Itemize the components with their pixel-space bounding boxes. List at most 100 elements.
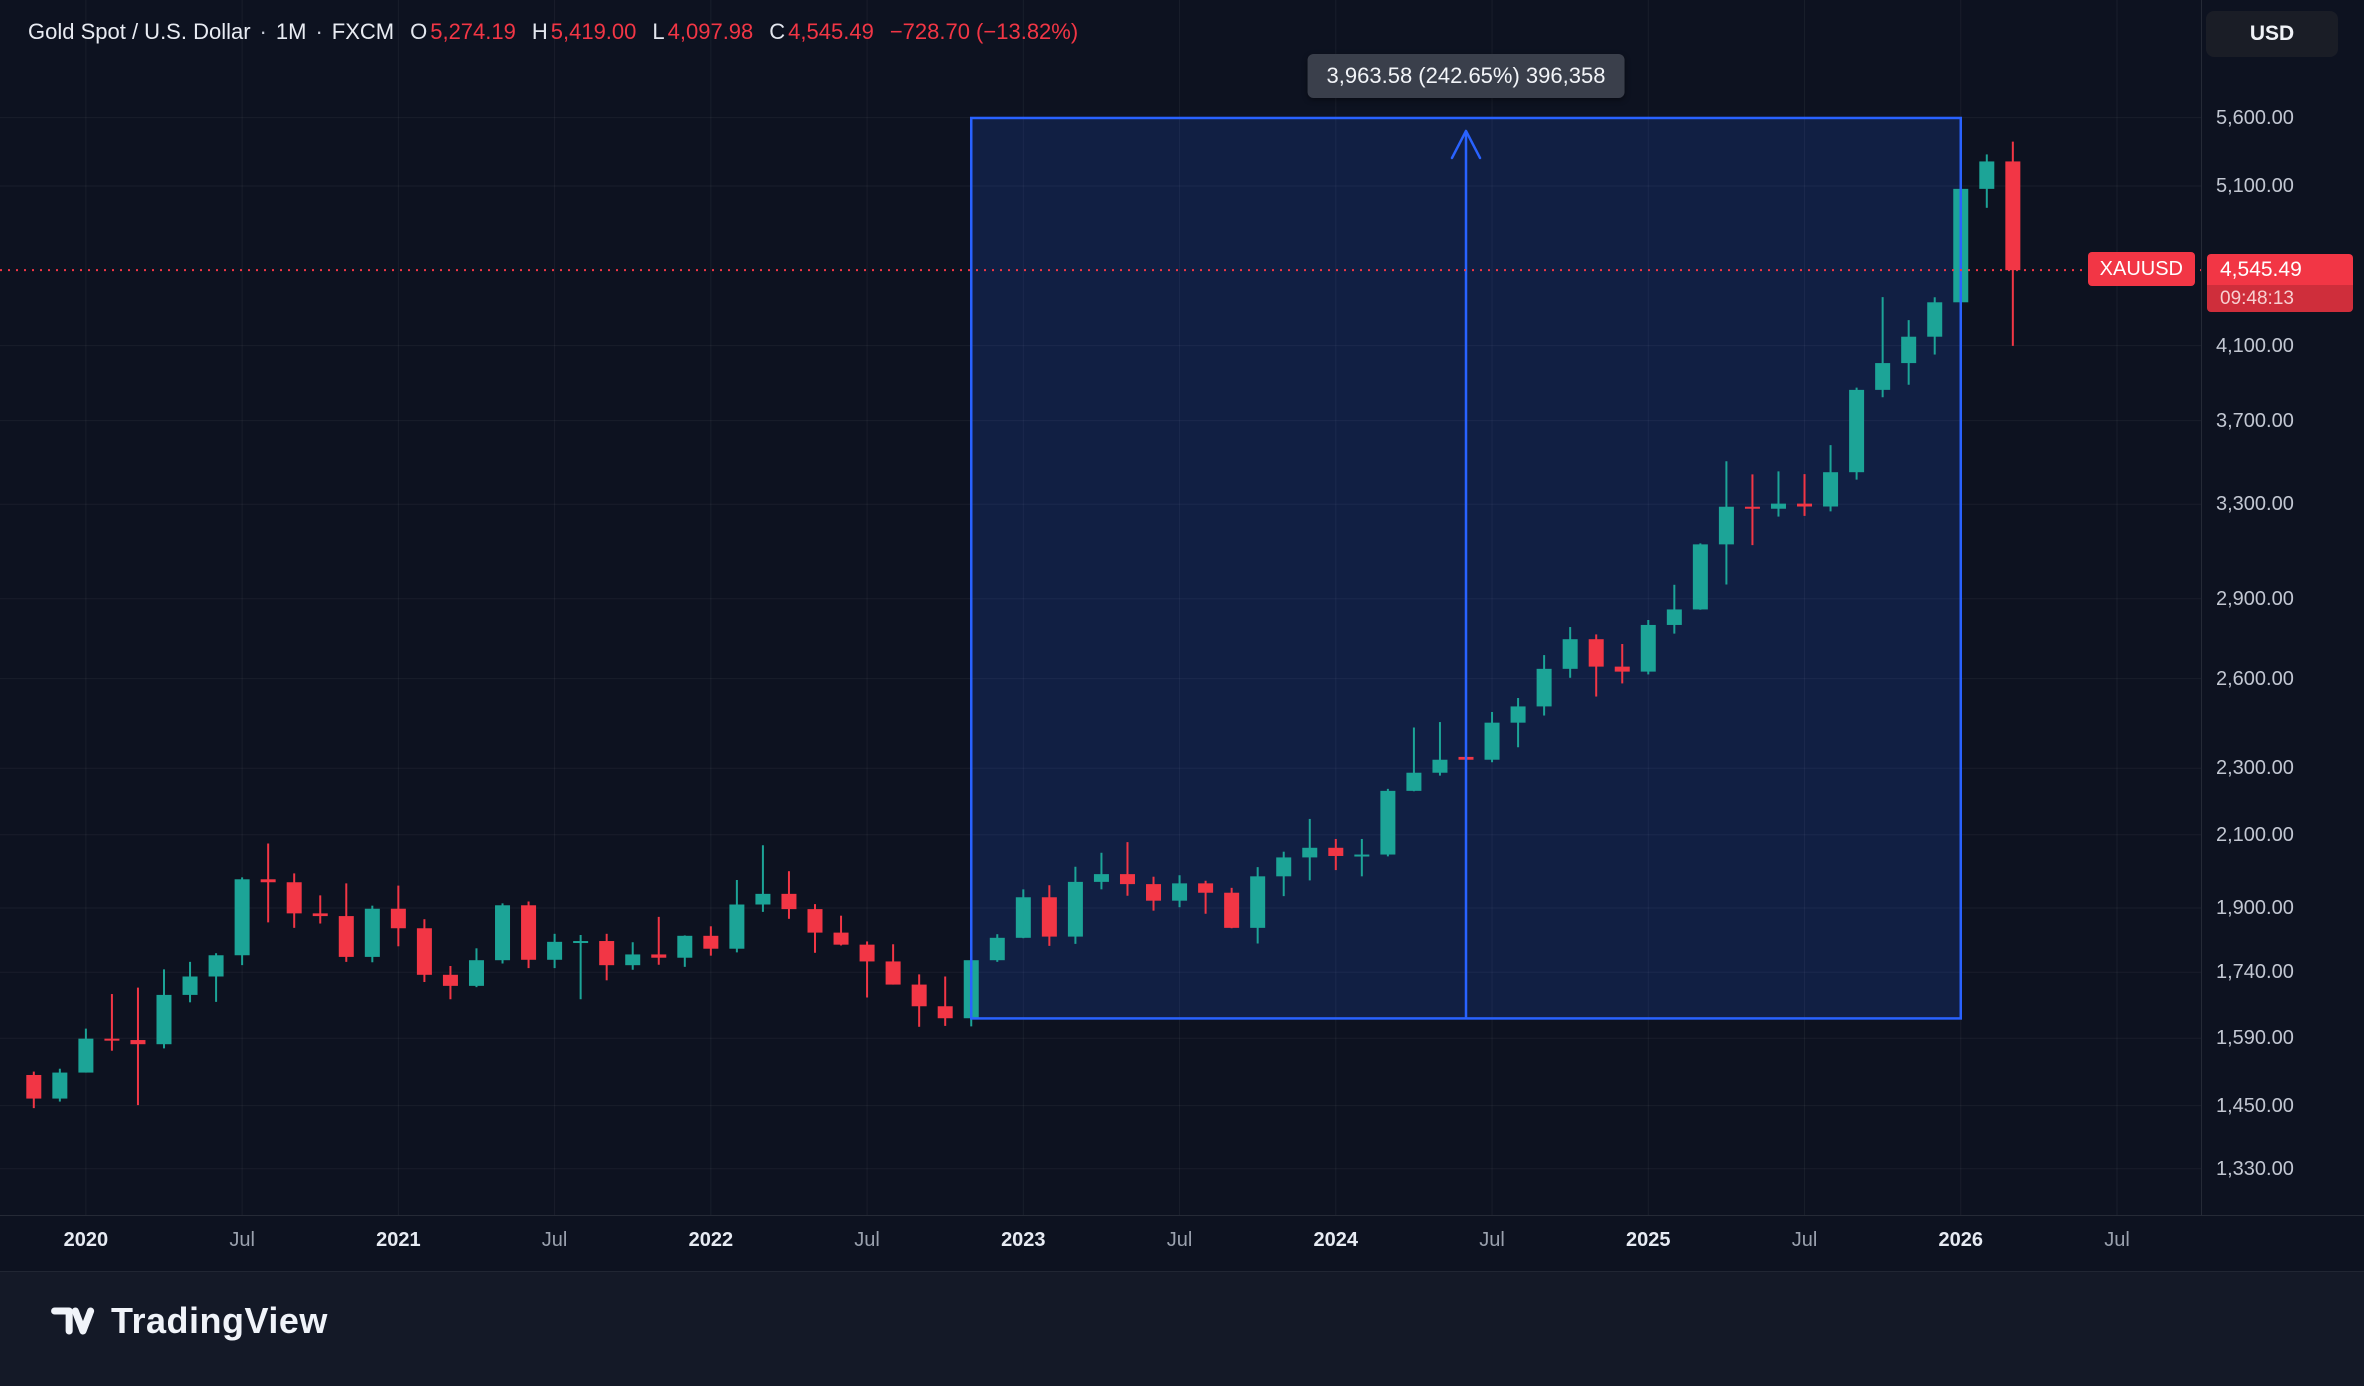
candle-body — [260, 879, 276, 883]
bar-countdown-timer: 09:48:13 — [2207, 285, 2353, 313]
price-tick: 3,700.00 — [2216, 409, 2294, 432]
time-axis[interactable]: 2020 Jul 2021 Jul 2022 Jul 2023 Jul 2024 Jul 2025 J… — [0, 1215, 2364, 1271]
time-tick: Jul — [2104, 1229, 2130, 1251]
candle-body — [755, 893, 771, 905]
price-tick: 4,100.00 — [2216, 334, 2294, 357]
chart-legend: Gold Spot / U.S. Dollar · 1M · FXCM O 5,… — [28, 16, 1078, 48]
high-letter: H — [531, 19, 548, 44]
candle-body — [781, 893, 797, 910]
candle-body — [677, 935, 693, 958]
candle-body — [833, 932, 849, 945]
candle-body — [937, 1006, 953, 1019]
time-tick: Jul — [1479, 1229, 1505, 1251]
price-tick: 2,100.00 — [2216, 823, 2294, 846]
candle-body — [1562, 639, 1578, 669]
interval-label[interactable]: 1M — [275, 19, 307, 44]
candle-body — [1510, 706, 1526, 723]
candle-body — [130, 1040, 146, 1045]
candle-body — [286, 882, 302, 914]
time-tick: 2026 — [1938, 1229, 1984, 1251]
candle-body — [1823, 472, 1839, 507]
candle-body — [2005, 161, 2021, 271]
high-value: 5,419.00 — [550, 19, 637, 44]
candle-body — [182, 976, 198, 995]
open-letter: O — [410, 19, 428, 44]
price-axis[interactable]: 5,600.00 5,100.00 4,100.00 3,700.00 3,300.00… — [2201, 0, 2364, 1215]
price-range-measure-label[interactable]: 3,963.58 (242.65%) 396,358 — [1307, 54, 1625, 98]
candle-body — [364, 908, 380, 957]
price-tick: 1,740.00 — [2216, 961, 2294, 984]
price-range-border — [969, 116, 1963, 1020]
candle-body — [1093, 874, 1109, 882]
candle-body — [1406, 772, 1422, 791]
candle-body — [1198, 883, 1214, 893]
open-value: 5,274.19 — [430, 19, 516, 44]
candle-body — [1224, 892, 1240, 928]
candle-body — [1614, 666, 1630, 672]
currency-button[interactable]: USD — [2206, 11, 2338, 57]
candle-body — [651, 954, 667, 958]
candle-body — [104, 1038, 120, 1041]
candle-body — [156, 994, 172, 1045]
tradingview-logo[interactable]: TradingView — [50, 1300, 328, 1342]
candle-body — [1302, 847, 1318, 858]
candle-body — [859, 944, 875, 962]
time-tick: 2020 — [63, 1229, 109, 1251]
candle-body — [807, 909, 823, 933]
chart-canvas[interactable]: Gold Spot / U.S. Dollar · 1M · FXCM O 5,… — [0, 0, 2201, 1215]
candle-body — [1588, 639, 1604, 667]
candle-body — [1666, 609, 1682, 625]
time-tick: 2024 — [1313, 1229, 1359, 1251]
candle-body — [1484, 722, 1500, 760]
time-tick: Jul — [854, 1229, 880, 1251]
candle-body — [1875, 363, 1891, 390]
time-tick: Jul — [1791, 1229, 1818, 1251]
time-tick: 2023 — [1001, 1229, 1046, 1251]
price-tick: 5,100.00 — [2216, 174, 2294, 197]
candle-body — [1849, 389, 1865, 473]
symbol-title[interactable]: Gold Spot / U.S. Dollar — [28, 19, 251, 44]
candle-body — [1146, 884, 1162, 901]
candle-body — [573, 941, 589, 944]
candle-body — [625, 954, 641, 966]
candle-body — [1119, 874, 1135, 885]
candle-body — [442, 974, 458, 986]
candle-body — [1640, 624, 1656, 672]
price-tick: 3,300.00 — [2216, 493, 2294, 516]
price-tick: 1,330.00 — [2216, 1157, 2294, 1180]
candle-body — [1927, 302, 1943, 337]
price-tick: 1,590.00 — [2216, 1027, 2294, 1050]
price-tick: 5,600.00 — [2216, 106, 2294, 129]
candle-body — [729, 904, 745, 949]
candle-body — [521, 905, 537, 960]
exchange-label: FXCM — [331, 19, 395, 44]
price-tick: 2,300.00 — [2216, 757, 2294, 780]
candle-body — [1041, 897, 1057, 937]
candle-body — [416, 928, 432, 975]
candle-body — [885, 961, 901, 985]
candle-body — [703, 935, 719, 949]
candle-body — [911, 984, 927, 1007]
candle-body — [338, 916, 354, 957]
low-value: 4,097.98 — [667, 19, 754, 44]
candle-body — [1979, 161, 1995, 189]
price-tick: 2,900.00 — [2216, 587, 2294, 610]
time-tick: Jul — [229, 1229, 255, 1251]
price-line-symbol-tag: XAUUSD — [2087, 252, 2195, 287]
candle-body — [468, 960, 484, 986]
time-tick: 2025 — [1626, 1229, 1671, 1251]
tradingview-logo-text: TradingView — [111, 1300, 328, 1341]
candle-body — [989, 937, 1005, 961]
price-tick: 1,900.00 — [2216, 896, 2294, 919]
candle-body — [1354, 854, 1370, 857]
low-letter: L — [652, 19, 665, 44]
candle-body — [1380, 790, 1396, 855]
time-tick: Jul — [541, 1229, 568, 1251]
candle-body — [1432, 759, 1448, 773]
candle-body — [599, 941, 615, 966]
price-tick: 1,450.00 — [2216, 1094, 2294, 1117]
time-tick: Jul — [1166, 1229, 1193, 1251]
candle-body — [495, 905, 511, 961]
candle-body — [390, 908, 406, 929]
